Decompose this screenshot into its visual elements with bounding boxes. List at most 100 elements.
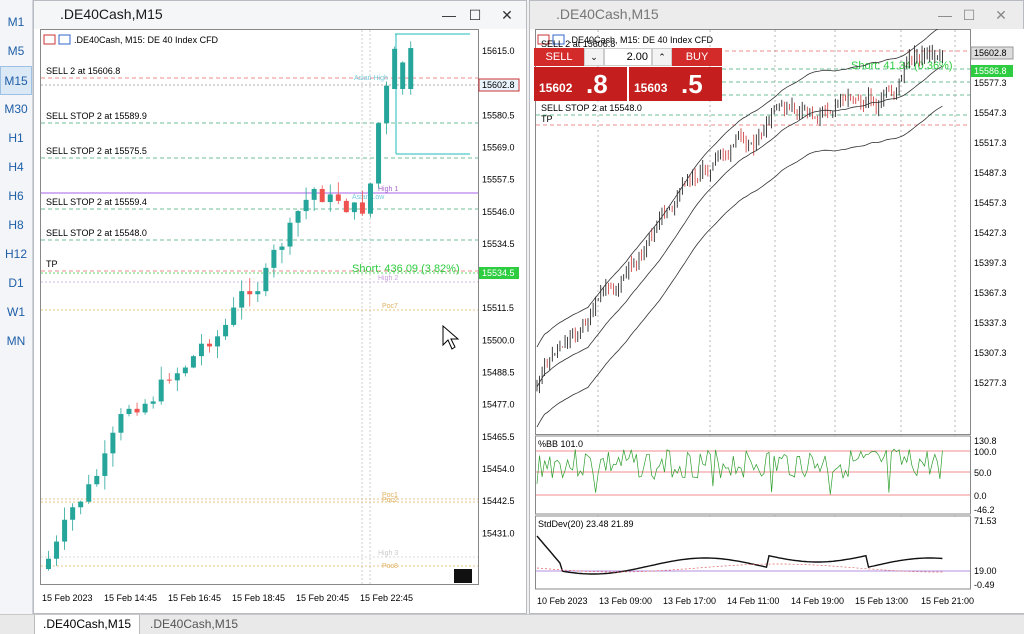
window-titlebar[interactable]: .DE40Cash,M15 — ☐ ✕: [34, 1, 526, 29]
buy-price-button[interactable]: 15603 .5: [629, 67, 722, 101]
candle: [295, 211, 301, 223]
chart-icon: [537, 34, 550, 45]
volume-input[interactable]: 2.00: [604, 48, 652, 66]
candle: [263, 267, 269, 292]
window-titlebar[interactable]: .DE40Cash,M15 — ☐ ✕: [530, 1, 1023, 29]
candle: [198, 343, 204, 357]
close-icon[interactable]: ✕: [995, 7, 1007, 23]
bb-label: %BB 101.0: [538, 439, 583, 449]
sell-price-button[interactable]: 15602 .8: [534, 67, 627, 101]
stddev-pane: [535, 515, 971, 590]
candle: [408, 48, 414, 89]
current-price-badge: [970, 46, 1014, 60]
candle: [303, 199, 309, 212]
minimize-icon[interactable]: —: [938, 7, 952, 23]
price-axis-label: 15615.0: [482, 46, 515, 56]
timeframe-mn[interactable]: MN: [6, 334, 26, 348]
candle: [118, 414, 124, 433]
candle: [351, 202, 357, 213]
timeframe-h8[interactable]: H8: [8, 218, 24, 232]
timeframe-h1[interactable]: H1: [8, 131, 24, 145]
candle: [319, 188, 325, 203]
timeframe-m15[interactable]: M15: [0, 66, 32, 95]
level-tag: Poc7: [382, 303, 398, 310]
candle: [223, 324, 229, 337]
buy-price-fraction: .5: [681, 69, 703, 99]
indicator-badge-icon: [454, 569, 472, 583]
time-axis-label: 15 Feb 14:45: [104, 593, 157, 603]
price-axis-label: 15500.0: [482, 335, 515, 345]
price-axis-label: 15546.0: [482, 207, 515, 217]
candle: [86, 484, 92, 502]
price-badge: [971, 65, 1013, 77]
timeframe-m1[interactable]: M1: [7, 15, 25, 29]
price-chart-left[interactable]: .DE40Cash, M15: DE 40 Index CFD 15615.0 15…: [40, 29, 526, 613]
candle: [376, 123, 382, 184]
candle: [102, 453, 108, 476]
time-axis-label: 15 Feb 2023: [42, 593, 93, 603]
timeframe-h6[interactable]: H6: [8, 189, 24, 203]
timeframe-h4[interactable]: H4: [8, 160, 24, 174]
stddev-line: [536, 535, 943, 575]
minimize-icon[interactable]: —: [442, 7, 456, 23]
price-axis-label: 15337.3: [974, 318, 1007, 328]
level-tag: High 3: [378, 550, 398, 557]
short-position-label: Short: 41.34 (0.36%): [851, 60, 953, 72]
chart-icon: [43, 34, 56, 45]
price-axis-label: 15511.5: [482, 303, 514, 313]
price-axis-label: 15569.0: [482, 142, 515, 152]
sell-button[interactable]: SELL: [534, 48, 584, 66]
buy-price-main: 15603: [634, 81, 668, 95]
price-chart-right[interactable]: .DE40Cash, M15: DE 40 Index CFD SELL 2 at…: [535, 29, 1024, 613]
order-label: SELL STOP 2 at 15559.4: [46, 197, 147, 207]
tab-chart-2[interactable]: .DE40Cash,M15: [150, 617, 239, 631]
volume-up-icon[interactable]: ⌃: [652, 48, 672, 66]
window-title: .DE40Cash,M15: [556, 6, 659, 22]
price-axis-label: 15577.3: [974, 78, 1007, 88]
time-axis-label: 15 Feb 13:00: [855, 596, 908, 606]
price-axis-label: 15427.3: [974, 228, 1007, 238]
timeframe-w1[interactable]: W1: [7, 305, 25, 319]
plot-area: [40, 29, 479, 585]
order-label: TP: [46, 259, 58, 269]
maximize-icon[interactable]: ☐: [962, 7, 976, 23]
candle: [311, 188, 317, 200]
order-label: SELL 2 at 15606.8: [46, 66, 120, 76]
timeframe-m5[interactable]: M5: [7, 44, 25, 58]
candle: [190, 356, 196, 368]
volume-down-icon[interactable]: ⌄: [584, 48, 604, 66]
timeframe-bar: M1 M5 M15 M30 H1 H4 H6 H8 H12 D1 W1 MN: [0, 0, 33, 614]
candle: [134, 408, 140, 413]
candle: [150, 401, 156, 404]
timeframe-m30[interactable]: M30: [4, 102, 28, 116]
bb-axis-label: 50.0: [974, 468, 992, 478]
maximize-icon[interactable]: ☐: [468, 7, 482, 23]
bb-axis-label: 130.8: [974, 436, 997, 446]
tab-chart-1[interactable]: .DE40Cash,M15: [34, 615, 141, 634]
candle: [174, 373, 180, 381]
current-price-label: 15602.8: [974, 48, 1007, 58]
price-axis-label: 15277.3: [974, 378, 1007, 388]
candle: [110, 432, 116, 454]
price-axis-label: 15454.0: [482, 464, 515, 474]
chart-icon: [552, 34, 565, 45]
bb-axis-label: 100.0: [974, 447, 997, 457]
time-axis-label: 15 Feb 21:00: [921, 596, 974, 606]
price-axis-label: 15534.5: [482, 239, 515, 249]
bb-line: [536, 448, 943, 495]
price-axis-label: 15465.5: [482, 432, 515, 442]
timeframe-h12[interactable]: H12: [4, 247, 27, 261]
candle: [287, 222, 293, 247]
level-tag: Poc8: [382, 563, 398, 570]
level-tag: Asian High: [354, 75, 388, 82]
timeframe-d1[interactable]: D1: [8, 276, 24, 290]
candle: [46, 558, 51, 569]
chart-tabs: .DE40Cash,M15 .DE40Cash,M15: [0, 614, 1024, 634]
time-axis-label: 13 Feb 09:00: [599, 596, 652, 606]
price-axis-label: 15488.5: [482, 368, 515, 378]
close-icon[interactable]: ✕: [501, 7, 513, 23]
price-axis-label: 15557.5: [482, 175, 515, 185]
buy-button[interactable]: BUY: [672, 48, 722, 66]
price-axis-label: 15547.3: [974, 108, 1007, 118]
candle: [368, 183, 373, 214]
